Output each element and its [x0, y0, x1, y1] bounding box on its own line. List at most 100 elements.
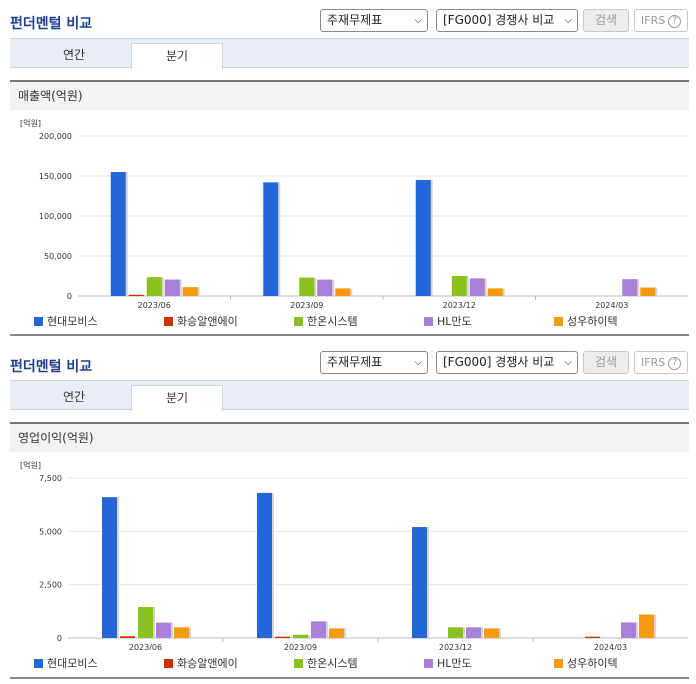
bar: [639, 614, 654, 638]
y-tick-label: 2,500: [39, 581, 62, 590]
bar: [448, 627, 463, 638]
legend-item[interactable]: HL만도: [424, 655, 472, 671]
competitor-select-value: [FG000] 경쟁사 비교: [443, 13, 555, 27]
bar: [102, 497, 117, 638]
legend-label: HL만도: [437, 315, 472, 328]
statement-select[interactable]: 주재무제표 ⌵: [320, 9, 428, 32]
legend-item[interactable]: 성우하이텍: [554, 313, 618, 329]
bar: [138, 607, 153, 638]
bar: [622, 279, 638, 296]
y-tick-label: 100,000: [39, 212, 72, 221]
x-tick-label: 2023/06: [129, 643, 162, 650]
legend-label: 화승알앤에이: [177, 315, 238, 328]
panel-bottom-border: [10, 677, 689, 679]
bar: [329, 628, 344, 638]
legend-swatch: [424, 659, 433, 668]
legend-item[interactable]: 한온시스템: [294, 655, 358, 671]
bar: [484, 628, 499, 638]
unit-label: [억원]: [20, 461, 41, 470]
statement-select-value: 주재무제표: [327, 13, 383, 27]
ifrs-help-button[interactable]: IFRS?: [634, 9, 688, 32]
section-title: 펀더멘털 비교: [10, 16, 93, 32]
x-tick-label: 2023/06: [138, 301, 171, 308]
bar: [164, 279, 180, 296]
bar: [299, 277, 315, 296]
legend-item[interactable]: HL만도: [424, 313, 472, 329]
bar: [311, 621, 326, 638]
ifrs-help-button[interactable]: IFRS?: [634, 351, 688, 374]
x-tick-label: 2024/03: [595, 301, 628, 308]
bar: [317, 279, 333, 296]
y-tick-label: 5,000: [39, 527, 62, 536]
search-button[interactable]: 검색: [583, 9, 629, 32]
legend-item[interactable]: 화승알앤에이: [164, 655, 238, 671]
legend-item[interactable]: 성우하이텍: [554, 655, 618, 671]
chevron-down-icon: ⌵: [414, 357, 422, 368]
statement-select-value: 주재무제표: [327, 355, 383, 369]
legend-swatch: [294, 659, 303, 668]
bar: [128, 294, 144, 296]
x-tick-label: 2023/12: [439, 643, 472, 650]
legend-swatch: [294, 317, 303, 326]
y-tick-label: 50,000: [44, 252, 72, 261]
panel-title: 매출액(억원): [10, 80, 689, 110]
bar: [412, 527, 427, 638]
bar: [585, 636, 600, 638]
tab-annual[interactable]: 연간: [62, 390, 86, 404]
legend-swatch: [554, 317, 563, 326]
competitor-select[interactable]: [FG000] 경쟁사 비교 ⌵: [436, 9, 578, 32]
x-tick-label: 2024/03: [594, 643, 627, 650]
y-tick-label: 7,500: [39, 474, 62, 483]
bar: [640, 287, 656, 296]
tab-quarterly[interactable]: 분기: [131, 43, 223, 69]
chart-legend: 현대모비스 화승알앤에이 한온시스템 HL만도 성우하이텍: [34, 313, 684, 329]
bar: [335, 288, 351, 296]
bar: [174, 627, 189, 638]
ifrs-label: IFRS: [641, 356, 666, 369]
legend-item[interactable]: 화승알앤에이: [164, 313, 238, 329]
panel-bottom-border: [10, 334, 689, 336]
unit-label: [억원]: [20, 119, 41, 128]
bar: [110, 172, 126, 296]
y-tick-label: 200,000: [39, 132, 72, 141]
bar: [275, 636, 290, 638]
search-button[interactable]: 검색: [583, 351, 629, 374]
bar: [257, 492, 272, 638]
bar: [182, 287, 198, 296]
bar: [415, 180, 431, 296]
tab-annual[interactable]: 연간: [62, 48, 86, 62]
legend-label: 현대모비스: [47, 657, 98, 670]
competitor-select-value: [FG000] 경쟁사 비교: [443, 355, 555, 369]
chevron-down-icon: ⌵: [564, 15, 572, 26]
statement-select[interactable]: 주재무제표 ⌵: [320, 351, 428, 374]
y-tick-label: 0: [67, 292, 72, 301]
bar: [469, 278, 485, 296]
y-tick-label: 150,000: [39, 172, 72, 181]
x-tick-label: 2023/09: [290, 301, 323, 308]
legend-item[interactable]: 현대모비스: [34, 313, 98, 329]
bar: [120, 636, 135, 638]
bar: [621, 622, 636, 638]
operating-profit-bar-chart: 0 2,500 5,000 7,500 2023/06 2023/09 2023/12 202…: [39, 474, 688, 650]
ifrs-label: IFRS: [641, 14, 666, 27]
bar: [263, 182, 279, 296]
bar: [146, 277, 162, 296]
help-icon: ?: [668, 357, 682, 370]
legend-item[interactable]: 현대모비스: [34, 655, 98, 671]
competitor-select[interactable]: [FG000] 경쟁사 비교 ⌵: [436, 351, 578, 374]
panel-title: 영업이익(억원): [10, 422, 689, 452]
legend-swatch: [164, 317, 173, 326]
legend-label: 한온시스템: [307, 315, 358, 328]
chart-legend: 현대모비스 화승알앤에이 한온시스템 HL만도 성우하이텍: [34, 655, 684, 671]
legend-item[interactable]: 한온시스템: [294, 313, 358, 329]
sales-bar-chart: 0 50,000 100,000 150,000 200,000 2023/06 2023/…: [39, 132, 688, 308]
period-tabs: 연간 분기: [10, 38, 689, 69]
legend-label: 현대모비스: [47, 315, 98, 328]
tab-quarterly[interactable]: 분기: [131, 385, 223, 411]
legend-swatch: [34, 317, 43, 326]
chevron-down-icon: ⌵: [414, 15, 422, 26]
legend-label: 화승알앤에이: [177, 657, 238, 670]
y-tick-label: 0: [57, 634, 62, 643]
legend-label: 성우하이텍: [567, 657, 618, 670]
legend-swatch: [554, 659, 563, 668]
